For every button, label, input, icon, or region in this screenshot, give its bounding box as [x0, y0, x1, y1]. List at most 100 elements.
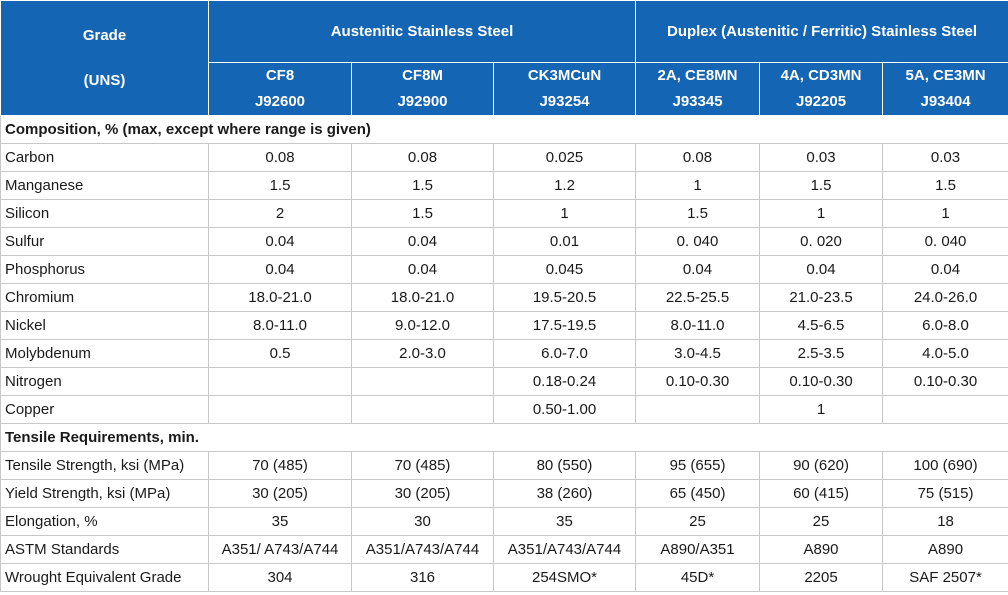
table-row-copper: Copper 0.50-1.00 1	[0, 395, 1008, 424]
table-cell: 0.50-1.00	[492, 395, 637, 424]
table-cell: 17.5-19.5	[492, 311, 637, 340]
table-cell: 25	[759, 507, 884, 536]
table-cell: 0.10-0.30	[882, 367, 1008, 396]
table-cell: A351/ A743/A744	[208, 535, 352, 564]
table-cell: 4.0-5.0	[882, 339, 1008, 368]
table-cell: 0.045	[492, 255, 637, 284]
table-cell: 8.0-11.0	[208, 311, 352, 340]
table-cell: 35	[492, 507, 637, 536]
column-name: 2A, CE8MN	[657, 67, 738, 84]
table-cell: 0. 040	[882, 227, 1008, 256]
row-label: ASTM Standards	[0, 535, 209, 564]
table-cell: 70 (485)	[208, 451, 352, 480]
section-row-composition: Composition, % (max, except where range …	[0, 115, 1008, 144]
row-label: Nitrogen	[0, 367, 209, 396]
table-cell: A351/A743/A744	[351, 535, 494, 564]
column-header-cf8m: CF8M J92900	[351, 62, 494, 116]
table-cell: 21.0-23.5	[759, 283, 884, 312]
table-cell: 30	[351, 507, 494, 536]
table-cell: 1	[759, 199, 884, 228]
table-cell: 90 (620)	[759, 451, 884, 480]
table-row-carbon: Carbon 0.08 0.08 0.025 0.08 0.03 0.03	[0, 143, 1008, 172]
table-cell: 1	[882, 199, 1008, 228]
austenitic-group-header: Austenitic Stainless Steel	[207, 0, 637, 63]
table-cell: 18.0-21.0	[351, 283, 494, 312]
table-row-manganese: Manganese 1.5 1.5 1.2 1 1.5 1.5	[0, 171, 1008, 200]
table-cell: 0. 040	[635, 227, 761, 256]
column-header-4a: 4A, CD3MN J92205	[759, 62, 884, 116]
table-cell: 0.08	[635, 143, 761, 172]
table-row-astm-standards: ASTM Standards A351/ A743/A744 A351/A743…	[0, 535, 1008, 564]
table-cell: 1	[759, 395, 884, 424]
table-row-sulfur: Sulfur 0.04 0.04 0.01 0. 040 0. 020 0. 0…	[0, 227, 1008, 256]
table-cell: 0.03	[759, 143, 884, 172]
table-cell	[208, 395, 352, 424]
table-cell: 18	[882, 507, 1008, 536]
table-cell: 254SMO*	[492, 563, 637, 592]
row-label: Silicon	[0, 199, 209, 228]
table-cell: 6.0-7.0	[492, 339, 637, 368]
row-label: Nickel	[0, 311, 209, 340]
table-cell: 2	[208, 199, 352, 228]
table-cell: 0.08	[208, 143, 352, 172]
row-label: Phosphorus	[0, 255, 209, 284]
table-cell: 30 (205)	[351, 479, 494, 508]
table-cell	[882, 395, 1008, 424]
column-header-5a: 5A, CE3MN J93404	[882, 62, 1008, 116]
table-cell: 2205	[759, 563, 884, 592]
table-cell: 0.08	[351, 143, 494, 172]
table-row-silicon: Silicon 2 1.5 1 1.5 1 1	[0, 199, 1008, 228]
table-cell: 24.0-26.0	[882, 283, 1008, 312]
table-row-molybdenum: Molybdenum 0.5 2.0-3.0 6.0-7.0 3.0-4.5 2…	[0, 339, 1008, 368]
table-cell: 1.5	[351, 171, 494, 200]
column-uns: J93254	[539, 93, 590, 110]
table-cell: 25	[635, 507, 761, 536]
table-cell: 0.04	[351, 255, 494, 284]
table-cell: 9.0-12.0	[351, 311, 494, 340]
table-cell: 35	[208, 507, 352, 536]
column-uns: J93404	[920, 93, 971, 110]
table-cell: 38 (260)	[492, 479, 637, 508]
table-cell	[208, 367, 352, 396]
table-cell: A890	[882, 535, 1008, 564]
table-row-yield-strength: Yield Strength, ksi (MPa) 30 (205) 30 (2…	[0, 479, 1008, 508]
table-cell: 0.10-0.30	[759, 367, 884, 396]
section-title: Tensile Requirements, min.	[0, 423, 1008, 452]
table-cell: 0.10-0.30	[635, 367, 761, 396]
table-row-tensile-strength: Tensile Strength, ksi (MPa) 70 (485) 70 …	[0, 451, 1008, 480]
column-uns: J92900	[397, 93, 448, 110]
table-cell: 316	[351, 563, 494, 592]
table-cell: 65 (450)	[635, 479, 761, 508]
column-uns: J92205	[795, 93, 847, 110]
section-row-tensile: Tensile Requirements, min.	[0, 423, 1008, 452]
table-cell: 45D*	[635, 563, 761, 592]
table-row-nickel: Nickel 8.0-11.0 9.0-12.0 17.5-19.5 8.0-1…	[0, 311, 1008, 340]
table-cell: 2.0-3.0	[351, 339, 494, 368]
table-cell: 18.0-21.0	[208, 283, 352, 312]
table-row-chromium: Chromium 18.0-21.0 18.0-21.0 19.5-20.5 2…	[0, 283, 1008, 312]
column-name: CF8	[265, 67, 295, 84]
table-cell: 1.2	[492, 171, 637, 200]
table-cell: 0. 020	[759, 227, 884, 256]
row-label: Tensile Strength, ksi (MPa)	[0, 451, 209, 480]
row-label: Chromium	[0, 283, 209, 312]
table-cell: 1.5	[759, 171, 884, 200]
column-header-2a: 2A, CE8MN J93345	[635, 62, 761, 116]
table-cell: 100 (690)	[882, 451, 1008, 480]
table-row-phosphorus: Phosphorus 0.04 0.04 0.045 0.04 0.04 0.0…	[0, 255, 1008, 284]
table-row-elongation: Elongation, % 35 30 35 25 25 18	[0, 507, 1008, 536]
uns-label: (UNS)	[83, 72, 126, 89]
table-cell: 60 (415)	[759, 479, 884, 508]
column-uns: J92600	[254, 93, 306, 110]
table-row-wrought-equivalent: Wrought Equivalent Grade 304 316 254SMO*…	[0, 563, 1008, 592]
table-cell: 19.5-20.5	[492, 283, 637, 312]
column-header-ck3mcun: CK3MCuN J93254	[492, 62, 637, 116]
table-cell: 4.5-6.5	[759, 311, 884, 340]
table-cell: 80 (550)	[492, 451, 637, 480]
table-cell: SAF 2507*	[882, 563, 1008, 592]
table-cell: 0.01	[492, 227, 637, 256]
row-label: Yield Strength, ksi (MPa)	[0, 479, 209, 508]
row-label: Sulfur	[0, 227, 209, 256]
table-cell: 3.0-4.5	[635, 339, 761, 368]
table-cell	[635, 395, 761, 424]
